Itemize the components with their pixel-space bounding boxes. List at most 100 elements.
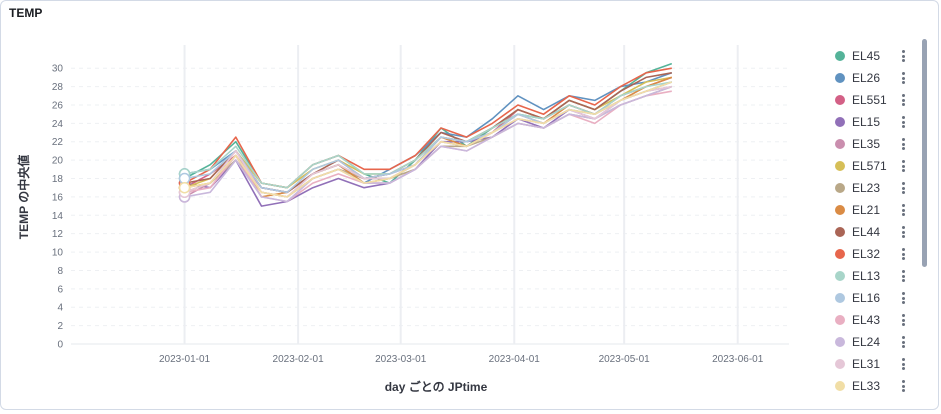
legend-options-icon[interactable] (901, 226, 905, 238)
x-axis-title: day ごとの JPtime (385, 379, 488, 394)
legend-item-el24[interactable]: EL24 (829, 331, 919, 353)
legend-scrollbar[interactable] (922, 39, 927, 267)
y-tick-label: 8 (57, 266, 63, 277)
legend-options-icon[interactable] (901, 50, 905, 62)
y-tick-label: 10 (52, 248, 64, 259)
x-tick-label: 2023-01-01 (159, 354, 211, 365)
legend-color-dot (835, 117, 845, 127)
legend-item-el551[interactable]: EL551 (829, 89, 919, 111)
y-tick-label: 0 (57, 340, 63, 351)
y-tick-label: 30 (52, 64, 64, 75)
x-tick-label: 2023-02-01 (273, 354, 325, 365)
legend-item-el15[interactable]: EL15 (829, 111, 919, 133)
legend-options-icon[interactable] (901, 292, 905, 304)
series-point-el33[interactable] (178, 181, 191, 194)
chart-legend: EL45 EL26 EL551 EL15 EL35 EL571 EL23 EL21 EL44 EL… (829, 45, 919, 405)
series-line-el33[interactable] (184, 81, 673, 198)
legend-options-icon[interactable] (901, 72, 905, 84)
y-tick-label: 20 (52, 156, 64, 167)
legend-options-icon[interactable] (901, 248, 905, 260)
legend-item-el32[interactable]: EL32 (829, 243, 919, 265)
legend-label: EL35 (852, 137, 881, 151)
legend-color-dot (835, 73, 845, 83)
legend-color-dot (835, 227, 845, 237)
legend-color-dot (835, 205, 845, 215)
legend-options-icon[interactable] (901, 116, 905, 128)
x-tick-label: 2023-03-01 (375, 354, 427, 365)
legend-color-dot (835, 293, 845, 303)
y-tick-label: 16 (52, 192, 64, 203)
y-tick-label: 28 (52, 82, 64, 93)
legend-item-el44[interactable]: EL44 (829, 221, 919, 243)
y-tick-label: 22 (52, 137, 64, 148)
chart-grid (71, 45, 789, 345)
legend-label: EL551 (852, 93, 887, 107)
legend-item-el21[interactable]: EL21 (829, 199, 919, 221)
legend-options-icon[interactable] (901, 204, 905, 216)
legend-color-dot (835, 337, 845, 347)
legend-label: EL32 (852, 247, 881, 261)
y-axis-title: TEMP の中央値 (16, 155, 31, 239)
y-tick-label: 14 (52, 211, 64, 222)
legend-options-icon[interactable] (901, 160, 905, 172)
legend-color-dot (835, 51, 845, 61)
legend-item-el45[interactable]: EL45 (829, 45, 919, 67)
legend-label: EL26 (852, 71, 881, 85)
legend-item-el35[interactable]: EL35 (829, 133, 919, 155)
legend-label: EL23 (852, 181, 881, 195)
legend-color-dot (835, 95, 845, 105)
legend-options-icon[interactable] (901, 380, 905, 392)
legend-color-dot (835, 139, 845, 149)
y-tick-label: 18 (52, 174, 64, 185)
legend-options-icon[interactable] (901, 182, 905, 194)
legend-color-dot (835, 271, 845, 281)
series-line-el571[interactable] (184, 76, 672, 189)
legend-label: EL24 (852, 335, 881, 349)
series-line-el45[interactable] (184, 62, 673, 189)
y-tick-label: 6 (57, 284, 63, 295)
legend-item-el571[interactable]: EL571 (829, 155, 919, 177)
legend-item-el43[interactable]: EL43 (829, 309, 919, 331)
x-tick-label: 2023-05-01 (599, 354, 651, 365)
legend-label: EL15 (852, 115, 881, 129)
legend-color-dot (835, 381, 845, 391)
legend-label: EL13 (852, 269, 881, 283)
x-tick-label: 2023-04-01 (489, 354, 541, 365)
legend-fade (829, 391, 919, 409)
legend-label: EL16 (852, 291, 881, 305)
legend-item-el31[interactable]: EL31 (829, 353, 919, 375)
legend-label: EL43 (852, 313, 881, 327)
y-tick-label: 26 (52, 100, 64, 111)
legend-item-el23[interactable]: EL23 (829, 177, 919, 199)
legend-options-icon[interactable] (901, 336, 905, 348)
legend-color-dot (835, 161, 845, 171)
x-tick-label: 2023-06-01 (712, 354, 764, 365)
legend-options-icon[interactable] (901, 358, 905, 370)
x-axis-ticks: 2023-01-01 2023-02-01 2023-03-01 2023-04-01… (159, 354, 764, 365)
y-tick-label: 4 (57, 303, 63, 314)
legend-label: EL33 (852, 379, 881, 393)
legend-item-el33[interactable]: EL33 (829, 375, 919, 397)
panel-title: TEMP (9, 6, 43, 20)
legend-label: EL31 (852, 357, 881, 371)
legend-options-icon[interactable] (901, 270, 905, 282)
series-line-el26[interactable] (184, 72, 673, 194)
legend-label: EL44 (852, 225, 881, 239)
legend-item-el26[interactable]: EL26 (829, 67, 919, 89)
legend-item-el13[interactable]: EL13 (829, 265, 919, 287)
legend-options-icon[interactable] (901, 314, 905, 326)
legend-options-icon[interactable] (901, 138, 905, 150)
legend-color-dot (835, 359, 845, 369)
legend-label: EL45 (852, 49, 881, 63)
legend-options-icon[interactable] (901, 94, 905, 106)
legend-label: EL21 (852, 203, 881, 217)
series-line-el44[interactable] (184, 72, 672, 194)
y-tick-label: 24 (52, 119, 64, 130)
series-lines (178, 62, 673, 207)
legend-item-el16[interactable]: EL16 (829, 287, 919, 309)
legend-color-dot (835, 183, 845, 193)
legend-label: EL571 (852, 159, 887, 173)
